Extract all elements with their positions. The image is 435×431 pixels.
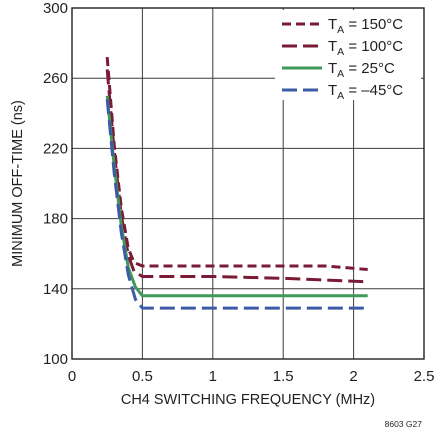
x-axis-title: CH4 SWITCHING FREQUENCY (MHz) (121, 392, 375, 408)
y-axis-title: MINIMUM OFF-TIME (ns) (10, 100, 26, 267)
x-tick-label-1: 0.5 (132, 368, 153, 385)
y-tick-labels: 100 140 180 220 260 300 (43, 0, 68, 368)
x-tick-label-5: 2.5 (414, 368, 435, 385)
legend: TA = 150°CTA = 100°CTA = 25°CTA = –45°C (282, 16, 403, 102)
x-tick-label-4: 2 (349, 368, 357, 385)
y-tick-label-0: 100 (43, 351, 68, 368)
legend-label-2: TA = 25°C (328, 60, 395, 80)
series-line-3 (105, 99, 368, 310)
legend-label-1: TA = 100°C (328, 38, 403, 58)
y-tick-label-2: 180 (43, 211, 68, 228)
x-tick-label-3: 1.5 (273, 368, 294, 385)
plot-frame (71, 7, 425, 360)
figure-id: 8603 G27 (385, 419, 423, 429)
x-tick-label-2: 1 (209, 368, 217, 385)
y-tick-label-3: 220 (43, 140, 68, 157)
x-tick-label-0: 0 (68, 368, 76, 385)
series-line-1 (105, 69, 368, 284)
y-tick-label-5: 300 (43, 0, 68, 17)
y-tick-label-1: 140 (43, 281, 68, 298)
x-tick-labels: 0 0.5 1 1.5 2 2.5 (68, 368, 435, 385)
series-layer (105, 56, 368, 310)
y-tick-label-4: 260 (43, 70, 68, 87)
legend-label-3: TA = –45°C (328, 82, 403, 102)
legend-label-0: TA = 150°C (328, 16, 403, 36)
